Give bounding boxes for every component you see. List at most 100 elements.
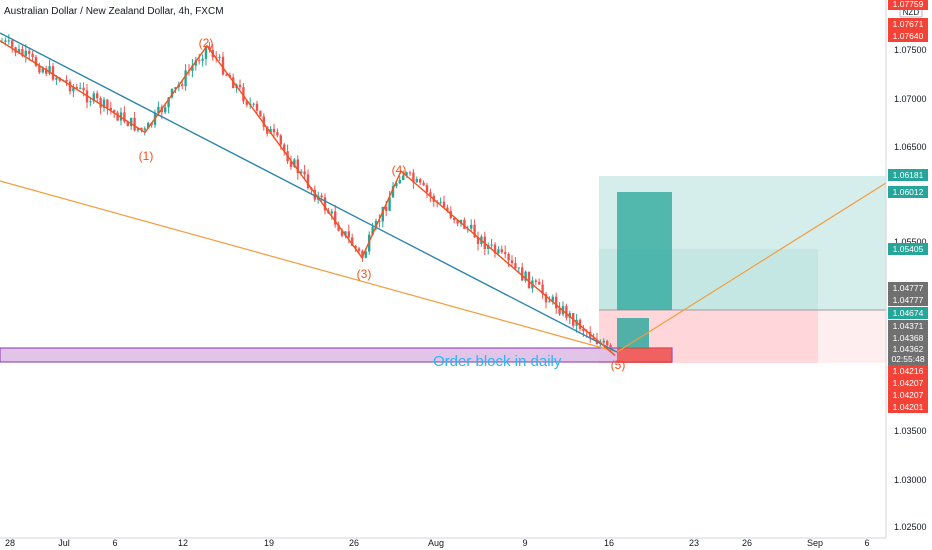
candle-body xyxy=(31,53,34,57)
candle xyxy=(538,278,541,285)
candle xyxy=(106,98,109,115)
candle xyxy=(555,292,558,314)
candle xyxy=(398,175,401,185)
candle-body xyxy=(245,101,248,105)
projection-line xyxy=(616,182,887,353)
candle xyxy=(388,191,391,212)
candle xyxy=(602,338,605,345)
x-tick-label: 28 xyxy=(5,538,15,548)
price-label: 1.04371 xyxy=(893,321,924,331)
candle-body xyxy=(534,280,537,282)
price-label: 1.04207 xyxy=(893,390,924,400)
candle-body xyxy=(351,237,354,246)
candle-body xyxy=(4,40,7,42)
candle-body xyxy=(45,68,48,74)
candle xyxy=(218,54,221,61)
candle xyxy=(439,197,442,205)
order-block-label: Order block in daily xyxy=(433,353,562,370)
price-label: 1.04368 xyxy=(893,333,924,343)
candle-body xyxy=(402,175,405,181)
candle xyxy=(194,56,197,71)
candle xyxy=(272,123,276,139)
price-label: 1.07759 xyxy=(893,0,924,9)
candle-body xyxy=(558,308,561,315)
price-label-box xyxy=(888,0,928,10)
candle xyxy=(65,75,68,87)
candle xyxy=(330,208,333,220)
candle-body xyxy=(276,132,279,136)
candle-body xyxy=(405,172,408,176)
candle xyxy=(442,195,446,209)
candle-body xyxy=(82,87,85,91)
candle xyxy=(323,193,327,215)
candle-body xyxy=(398,180,401,184)
candle-body xyxy=(334,211,337,225)
candle xyxy=(541,279,544,299)
candle-body xyxy=(194,60,197,66)
entry-box xyxy=(617,318,649,349)
y-tick-label: 1.07500 xyxy=(894,45,927,55)
price-label-box xyxy=(888,169,928,181)
candle-body xyxy=(225,74,228,76)
candle-body xyxy=(102,99,106,108)
candle-body xyxy=(143,128,146,130)
price-label-box xyxy=(888,332,928,344)
candle-body xyxy=(453,217,456,221)
x-tick-label: 19 xyxy=(264,538,274,548)
candle xyxy=(551,294,554,305)
candle xyxy=(524,270,527,283)
price-label: 1.07671 xyxy=(893,19,924,29)
candle-body xyxy=(606,340,609,346)
candle-body xyxy=(106,99,109,108)
candle-body xyxy=(55,77,58,80)
candle-body xyxy=(21,49,24,56)
candle-body xyxy=(330,211,333,214)
x-tick-label: 16 xyxy=(604,538,614,548)
price-label: 1.04201 xyxy=(893,402,924,412)
candle-body xyxy=(442,201,446,208)
candle-body xyxy=(164,107,167,113)
x-tick-label: 26 xyxy=(742,538,752,548)
candle-body xyxy=(514,263,517,269)
price-label: 1.06181 xyxy=(893,170,924,180)
candle-body xyxy=(446,207,449,212)
candle-body xyxy=(551,296,554,302)
candle xyxy=(72,84,75,98)
candle xyxy=(289,155,293,170)
candle-body xyxy=(395,183,398,187)
candle-body xyxy=(283,144,286,152)
candle-body xyxy=(476,237,480,244)
candle-body xyxy=(92,93,95,102)
wave-label: (3) xyxy=(357,267,372,281)
order-block-zone xyxy=(0,347,673,363)
candle-body xyxy=(378,220,381,222)
candle-body xyxy=(269,128,272,134)
candle-body xyxy=(300,171,303,174)
candle-body xyxy=(320,195,323,198)
price-label-box xyxy=(888,18,928,30)
candle-body xyxy=(419,178,422,183)
candle xyxy=(225,73,228,77)
symbol-title: Australian Dollar / New Zealand Dollar, … xyxy=(4,6,224,17)
candle xyxy=(453,217,456,224)
candle-body xyxy=(490,244,493,246)
price-label-box xyxy=(888,401,928,413)
candle xyxy=(504,245,507,259)
candle-body xyxy=(385,206,388,211)
candle-body xyxy=(592,337,595,340)
candle-body xyxy=(507,253,510,261)
candle-body xyxy=(68,81,72,92)
wave-label: (1) xyxy=(139,149,154,163)
candle-body xyxy=(555,296,558,309)
price-label: 1.04207 xyxy=(893,378,924,388)
candle-body xyxy=(340,230,344,236)
candle xyxy=(68,79,72,95)
candle-body xyxy=(170,88,174,98)
candle-body xyxy=(238,84,242,88)
candle-body xyxy=(371,227,374,235)
candle-body xyxy=(429,192,432,196)
candle-body xyxy=(504,252,507,254)
candle xyxy=(38,62,41,75)
